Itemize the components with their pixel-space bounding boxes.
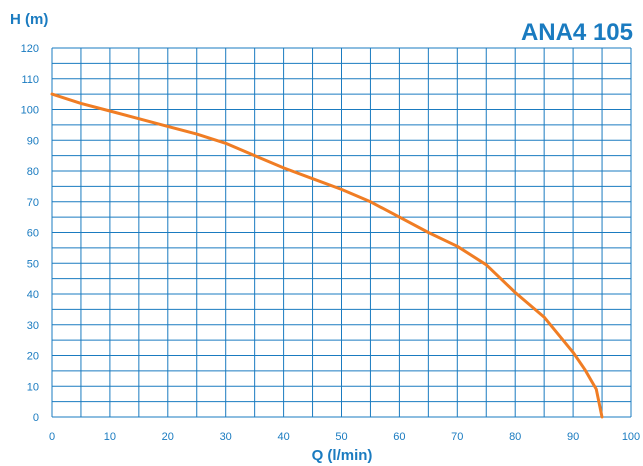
- x-tick-label: 20: [162, 431, 174, 443]
- y-tick-label: 120: [21, 43, 39, 55]
- plot-grid: [51, 47, 632, 418]
- x-axis-title: Q (l/min): [312, 447, 373, 464]
- y-tick-label: 100: [21, 105, 39, 117]
- y-tick-label: 20: [27, 351, 39, 363]
- y-tick-label: 90: [27, 135, 39, 147]
- y-axis-title: H (m): [10, 11, 48, 28]
- x-tick-label: 90: [567, 431, 579, 443]
- y-tick-label: 60: [27, 228, 39, 240]
- y-tick-label: 50: [27, 258, 39, 270]
- x-tick-label: 100: [622, 431, 640, 443]
- y-tick-label: 80: [27, 166, 39, 178]
- x-tick-label: 60: [393, 431, 405, 443]
- x-tick-label: 10: [104, 431, 116, 443]
- y-tick-label: 0: [33, 412, 39, 424]
- x-tick-label: 40: [277, 431, 289, 443]
- y-tick-label: 30: [27, 320, 39, 332]
- x-tick-label: 80: [509, 431, 521, 443]
- x-tick-label: 0: [49, 431, 55, 443]
- y-tick-label: 40: [27, 289, 39, 301]
- x-tick-label: 70: [451, 431, 463, 443]
- axis-ticks: 0 10 20 30 40 50 60 70 80 90 100 0 10 20 30 40 50 60 70 80 9…: [21, 43, 641, 443]
- chart-title: ANA4 105: [521, 19, 633, 46]
- curve-layer: [50, 92, 604, 419]
- y-tick-label: 70: [27, 197, 39, 209]
- y-tick-label: 10: [27, 381, 39, 393]
- x-tick-label: 30: [220, 431, 232, 443]
- pump-curve-line: [50, 92, 604, 419]
- x-tick-label: 50: [335, 431, 347, 443]
- y-tick-label: 110: [21, 74, 39, 86]
